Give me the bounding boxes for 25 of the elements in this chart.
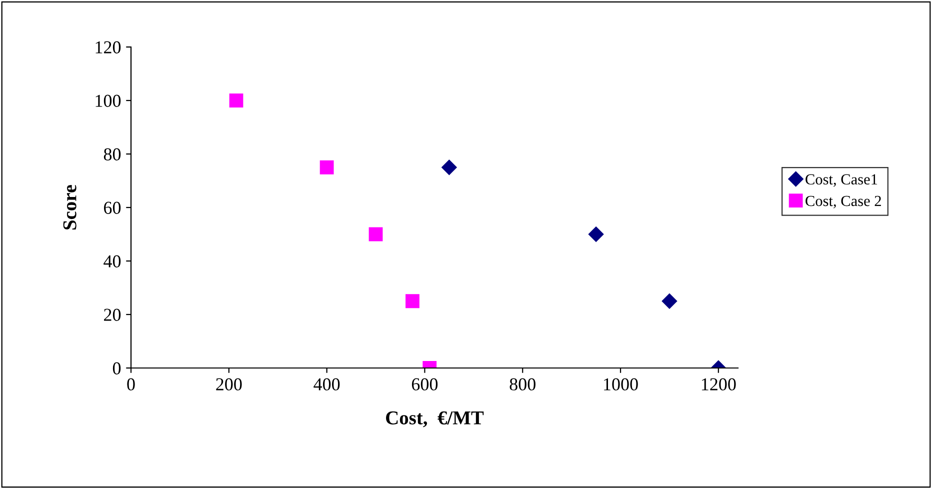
legend-label: Cost, Case 2	[806, 196, 881, 208]
x-tick-label: 800	[510, 378, 536, 390]
y-axis-title: Score	[63, 184, 76, 230]
point	[368, 227, 383, 242]
y-tick-label: 80	[104, 148, 121, 160]
y-tick-label: 0	[112, 362, 121, 374]
y-tick-label: 120	[96, 41, 121, 54]
x-tick-label: 1200	[702, 378, 736, 390]
x-tick-label: 200	[216, 378, 242, 390]
y-tick-label: 60	[104, 202, 121, 214]
x-tick-label: 600	[412, 378, 438, 390]
y-tick-label: 40	[104, 255, 121, 268]
x-tick-label: 1000	[604, 378, 638, 390]
x-tick-label: 400	[314, 378, 340, 390]
point	[229, 94, 244, 108]
legend-label: Cost, Case1	[806, 174, 878, 187]
point	[406, 294, 420, 308]
point	[320, 160, 334, 174]
y-tick-label: 20	[104, 308, 121, 321]
x-axis-title: Cost, €/MT	[386, 411, 484, 428]
point	[662, 294, 678, 309]
x-tick-label: 0	[127, 378, 135, 390]
y-tick-label: 100	[96, 94, 121, 107]
point	[588, 226, 604, 242]
point	[442, 160, 457, 175]
